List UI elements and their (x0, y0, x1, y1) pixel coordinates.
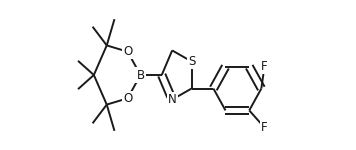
Text: S: S (188, 55, 195, 68)
Text: O: O (123, 92, 132, 105)
Text: O: O (123, 45, 132, 58)
Text: B: B (136, 69, 145, 81)
Text: F: F (261, 121, 268, 134)
Text: F: F (261, 60, 268, 73)
Text: N: N (168, 93, 177, 106)
